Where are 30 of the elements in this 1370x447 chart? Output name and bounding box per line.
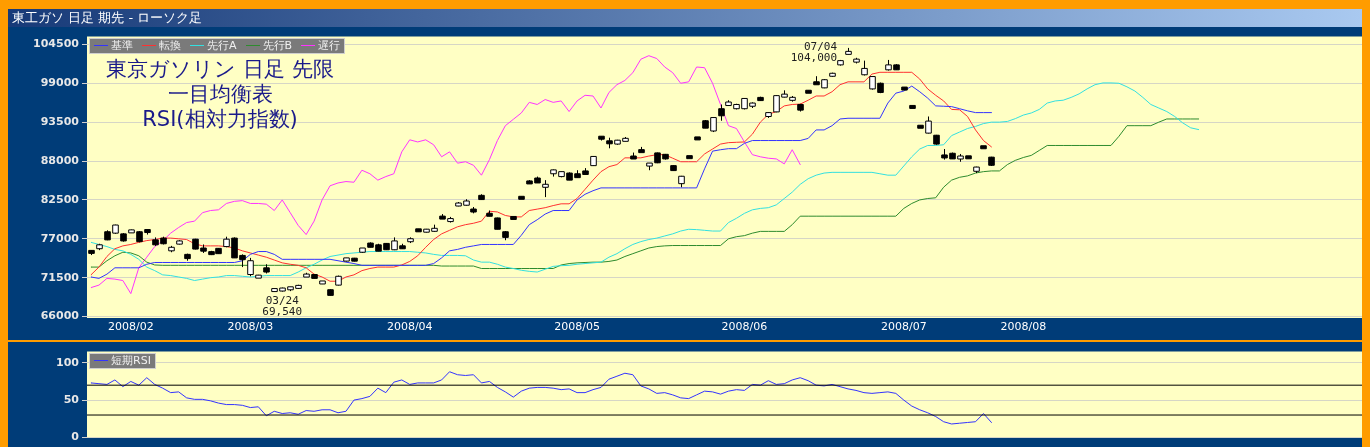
x-tick-label: 2008/05 — [554, 320, 600, 334]
y-tick-label: 50 — [63, 392, 80, 406]
y-tick-label: 82500 — [40, 192, 80, 206]
y-tick-label: 104500 — [33, 37, 80, 51]
y-tick-label: 100 — [56, 355, 80, 369]
legend-label: 先行A — [207, 38, 237, 52]
x-tick-label: 2008/03 — [227, 320, 274, 334]
x-tick-label: 2008/07 — [880, 320, 927, 334]
x-tick-label: 2008/06 — [721, 320, 768, 334]
y-tick-label: 66000 — [40, 309, 80, 323]
annotation: RSI(相対力指数) — [141, 106, 299, 132]
legend-label: 遅行 — [318, 38, 341, 52]
annotation: 03/24 69,540 — [262, 293, 303, 318]
legend-label: 転換 — [159, 38, 181, 52]
y-tick-label: 99000 — [40, 76, 80, 90]
x-tick-label: 2008/02 — [107, 320, 154, 334]
y-tick-label: 88000 — [40, 153, 80, 167]
y-tick-label: 71500 — [40, 270, 80, 284]
legend-label: 先行B — [262, 38, 293, 52]
y-tick-label: 77000 — [40, 231, 80, 245]
annotation: 07/04 104,000 — [790, 40, 838, 65]
y-tick-label: 93500 — [40, 115, 80, 129]
chart-title: 東工ガソ 日足 期先 - ローソク足 — [8, 9, 1362, 27]
annotation: 東京ガソリン 日足 先限 — [105, 56, 335, 82]
x-tick-label: 2008/08 — [1000, 320, 1047, 334]
legend-label: 基準 — [111, 38, 133, 52]
legend-label: 短期RSI — [111, 353, 151, 367]
y-tick-label: 0 — [71, 430, 80, 444]
x-tick-label: 2008/04 — [386, 320, 433, 334]
annotation: 一目均衡表 — [166, 81, 274, 107]
